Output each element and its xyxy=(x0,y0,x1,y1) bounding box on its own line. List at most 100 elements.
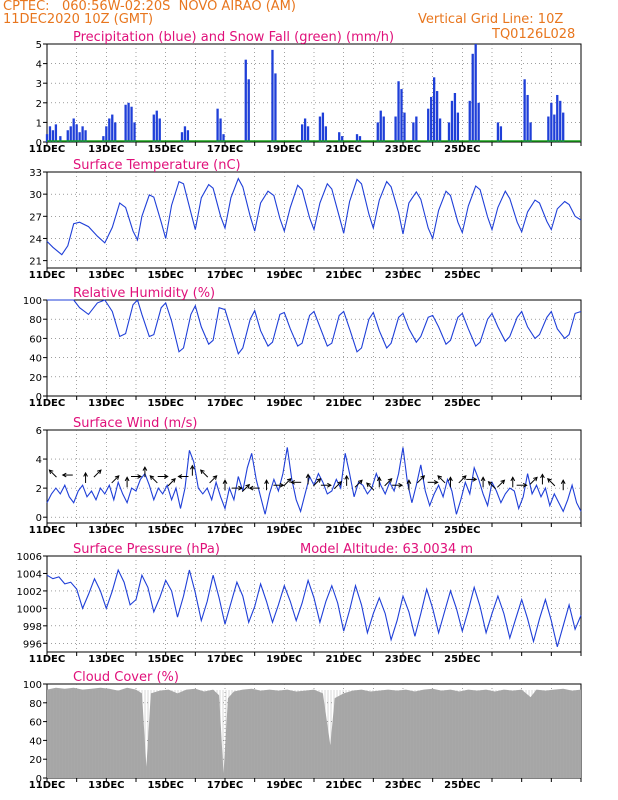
pressure-extra: Model Altitude: 63.0034 m xyxy=(300,542,473,557)
precip-bar xyxy=(471,53,474,142)
precip-bar xyxy=(78,132,81,142)
wind-arrow-head xyxy=(487,480,493,486)
wind-arrow-head xyxy=(264,479,269,484)
precip-bar xyxy=(318,116,322,142)
rh-ytick-label: 60 xyxy=(29,334,42,345)
rh-ytick-label: 100 xyxy=(23,296,42,307)
cloud-title: Cloud Cover (%) xyxy=(73,670,179,685)
precip-bar xyxy=(358,136,362,142)
wind-arrow-head xyxy=(114,475,120,480)
wind-xtick-label: 15DEC xyxy=(147,525,183,536)
wind-xtick-label: 25DEC xyxy=(444,525,480,536)
wind-arrow-head xyxy=(48,469,54,475)
precip-bar xyxy=(219,118,222,142)
precip-bar xyxy=(341,136,344,142)
precip-ytick-label: 2 xyxy=(36,99,42,110)
precip-bar xyxy=(274,73,277,142)
cloud-xtick-label: 23DEC xyxy=(385,780,421,791)
wind-arrow-head xyxy=(358,479,363,485)
cloud-ytick-label: 60 xyxy=(29,718,42,729)
header-code: TQ0126L028 xyxy=(492,27,576,42)
wind-arrow-head xyxy=(433,479,439,485)
cloud-cover-area xyxy=(47,687,581,778)
precip-bar xyxy=(72,118,75,142)
precip-bar xyxy=(155,110,158,142)
precip-xtick-label: 21DEC xyxy=(325,144,361,155)
temp-ytick-label: 27 xyxy=(29,212,42,223)
precip-bar xyxy=(556,94,559,142)
precip-bar xyxy=(412,122,415,142)
precip-bar xyxy=(127,102,130,142)
precip-bar xyxy=(523,79,526,142)
temp-xtick-label: 15DEC xyxy=(147,270,183,281)
wind-arrow-head xyxy=(540,473,545,479)
precip-title: Precipitation (blue) and Snow Fall (gree… xyxy=(73,30,394,45)
cloud-xtick-label: 21DEC xyxy=(325,780,361,791)
pressure-line xyxy=(46,568,582,647)
precip-bar xyxy=(102,136,105,142)
rh-ytick-label: 40 xyxy=(29,354,42,365)
wind-arrow-head xyxy=(142,466,148,471)
pressure-xtick-label: 13DEC xyxy=(88,654,124,665)
precip-bar xyxy=(499,126,503,142)
precip-xtick-label: 17DEC xyxy=(207,144,243,155)
precip-bar xyxy=(69,126,72,142)
wind-arrow-head xyxy=(337,480,343,486)
wind-arrow-head xyxy=(448,476,453,482)
cloud-ytick-label: 100 xyxy=(23,680,42,691)
temp-ytick-label: 33 xyxy=(29,168,42,179)
wind-arrow xyxy=(547,478,556,487)
precip-bar xyxy=(81,126,84,142)
precip-bar xyxy=(303,118,307,142)
wind-xtick-label: 11DEC xyxy=(29,525,65,536)
wind-xtick-label: 13DEC xyxy=(88,525,124,536)
precip-ytick-label: 3 xyxy=(36,79,42,90)
precip-bar xyxy=(438,118,442,142)
wind-arrow-head xyxy=(171,478,176,483)
precip-bar xyxy=(450,100,454,142)
rh-ytick-label: 0 xyxy=(36,392,42,403)
cloud-xtick-label: 11DEC xyxy=(29,780,65,791)
wind-arrow xyxy=(200,469,209,478)
wind-arrow-head xyxy=(533,476,538,482)
wind-arrow xyxy=(488,481,496,490)
pressure-xtick-label: 15DEC xyxy=(147,654,183,665)
precip-xtick-label: 11DEC xyxy=(29,144,65,155)
wind-arrow-head xyxy=(305,473,311,479)
wind-arrow-head xyxy=(177,474,183,479)
wind-arrow xyxy=(209,475,218,484)
precip-bar xyxy=(526,94,529,142)
pressure-xtick-label: 23DEC xyxy=(385,654,421,665)
wind-arrow-head xyxy=(461,475,467,480)
wind-arrow-head xyxy=(437,475,443,480)
wind-xtick-label: 17DEC xyxy=(207,525,243,536)
wind-arrow-head xyxy=(387,478,393,483)
precip-bar xyxy=(48,126,52,142)
precip-bar xyxy=(474,44,477,142)
temp-xtick-label: 11DEC xyxy=(29,270,65,281)
wind-arrow-head xyxy=(279,482,285,488)
wind-arrow xyxy=(283,478,292,487)
temp-line xyxy=(46,177,582,256)
pressure-ytick-label: 1004 xyxy=(17,569,42,580)
precip-xtick-label: 25DEC xyxy=(444,144,480,155)
pressure-xtick-label: 19DEC xyxy=(266,654,302,665)
precip-ytick-label: 1 xyxy=(36,118,42,129)
precip-bar xyxy=(397,81,400,142)
cloud-ytick-label: 80 xyxy=(29,699,42,710)
wind-arrow-head xyxy=(547,478,552,483)
wind-xtick-label: 23DEC xyxy=(385,525,421,536)
rh-xtick-label: 13DEC xyxy=(88,398,124,409)
wind-arrow-head xyxy=(480,476,486,482)
precip-bar xyxy=(51,130,55,142)
cloud-xtick-label: 25DEC xyxy=(444,780,480,791)
wind-arrow xyxy=(313,478,321,487)
wind-arrow xyxy=(497,479,505,488)
precip-bar xyxy=(433,77,436,142)
wind-ytick-label: 0 xyxy=(36,513,42,524)
cloud-ytick-label: 40 xyxy=(29,736,42,747)
wind-ytick-label: 4 xyxy=(36,455,42,466)
wind-xtick-label: 21DEC xyxy=(325,525,361,536)
pressure-ytick-label: 998 xyxy=(23,622,42,633)
wind-arrow xyxy=(366,482,375,491)
